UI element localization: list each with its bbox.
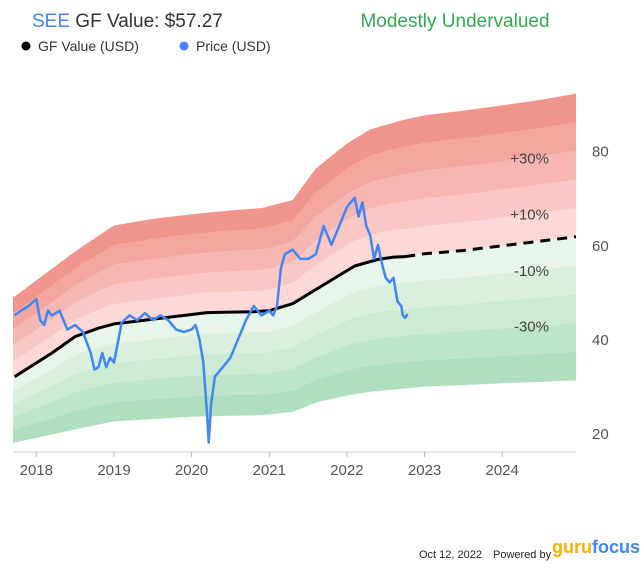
footer-date: Oct 12, 2022 bbox=[419, 549, 482, 561]
x-tick-label: 2019 bbox=[97, 462, 130, 479]
gf-value-legend-dot bbox=[21, 41, 31, 51]
axes: 20 40 60 80 2018 2019 2020 2021 2022 2023 2024 +30%… bbox=[13, 144, 609, 479]
overvalued-band-5 bbox=[13, 93, 576, 313]
undervalued-band-3 bbox=[13, 294, 576, 417]
x-tick-label: 2021 bbox=[253, 462, 286, 479]
x-tick-label: 2023 bbox=[408, 462, 441, 479]
price-legend-dot bbox=[179, 41, 189, 51]
band-label: -30% bbox=[514, 319, 549, 336]
x-tick-label: 2020 bbox=[175, 462, 208, 479]
y-tick-label: 60 bbox=[592, 238, 609, 255]
overvalued-band-3 bbox=[13, 150, 576, 345]
overvalued-band-1 bbox=[13, 208, 576, 377]
footer: Oct 12, 2022 Powered by gurufocus bbox=[419, 537, 640, 561]
band-label: -10% bbox=[514, 263, 549, 280]
valuation-bands bbox=[13, 93, 576, 443]
gf-value-legend-label: GF Value (USD) bbox=[38, 38, 139, 54]
footer-powered-by: Powered by bbox=[493, 549, 552, 561]
undervalued-band-4 bbox=[13, 323, 576, 430]
y-tick-label: 40 bbox=[592, 332, 609, 349]
overvalued-band-2 bbox=[13, 179, 576, 361]
overvalued-band-4 bbox=[13, 122, 576, 329]
series-layer bbox=[13, 196, 577, 444]
x-tick-label: 2024 bbox=[486, 462, 519, 479]
chart-title: SEE GF Value: $57.27 bbox=[32, 11, 223, 32]
band-label: +30% bbox=[510, 150, 549, 167]
legend: GF Value (USD) Price (USD) bbox=[21, 38, 271, 54]
gf-value-label: GF Value: $57.27 bbox=[70, 11, 223, 32]
gf-value-line bbox=[13, 255, 406, 378]
gurufocus-logo-guru: guru bbox=[552, 537, 592, 557]
x-tick-label: 2022 bbox=[330, 462, 363, 479]
y-tick-label: 20 bbox=[592, 426, 609, 443]
valuation-status: Modestly Undervalued bbox=[360, 11, 549, 32]
gf-value-estimate-line bbox=[404, 235, 577, 259]
x-tick-label: 2018 bbox=[20, 462, 53, 479]
ticker-symbol: SEE bbox=[32, 11, 70, 32]
price-legend-label: Price (USD) bbox=[196, 38, 271, 54]
undervalued-band-5 bbox=[13, 351, 576, 443]
gurufocus-logo: gurufocus bbox=[552, 537, 640, 557]
undervalued-band-1 bbox=[13, 236, 576, 390]
y-tick-label: 80 bbox=[592, 144, 609, 161]
undervalued-band-2 bbox=[13, 265, 576, 403]
gurufocus-logo-focus: focus bbox=[592, 537, 640, 557]
band-label: +10% bbox=[510, 207, 549, 224]
price-line bbox=[13, 196, 409, 444]
